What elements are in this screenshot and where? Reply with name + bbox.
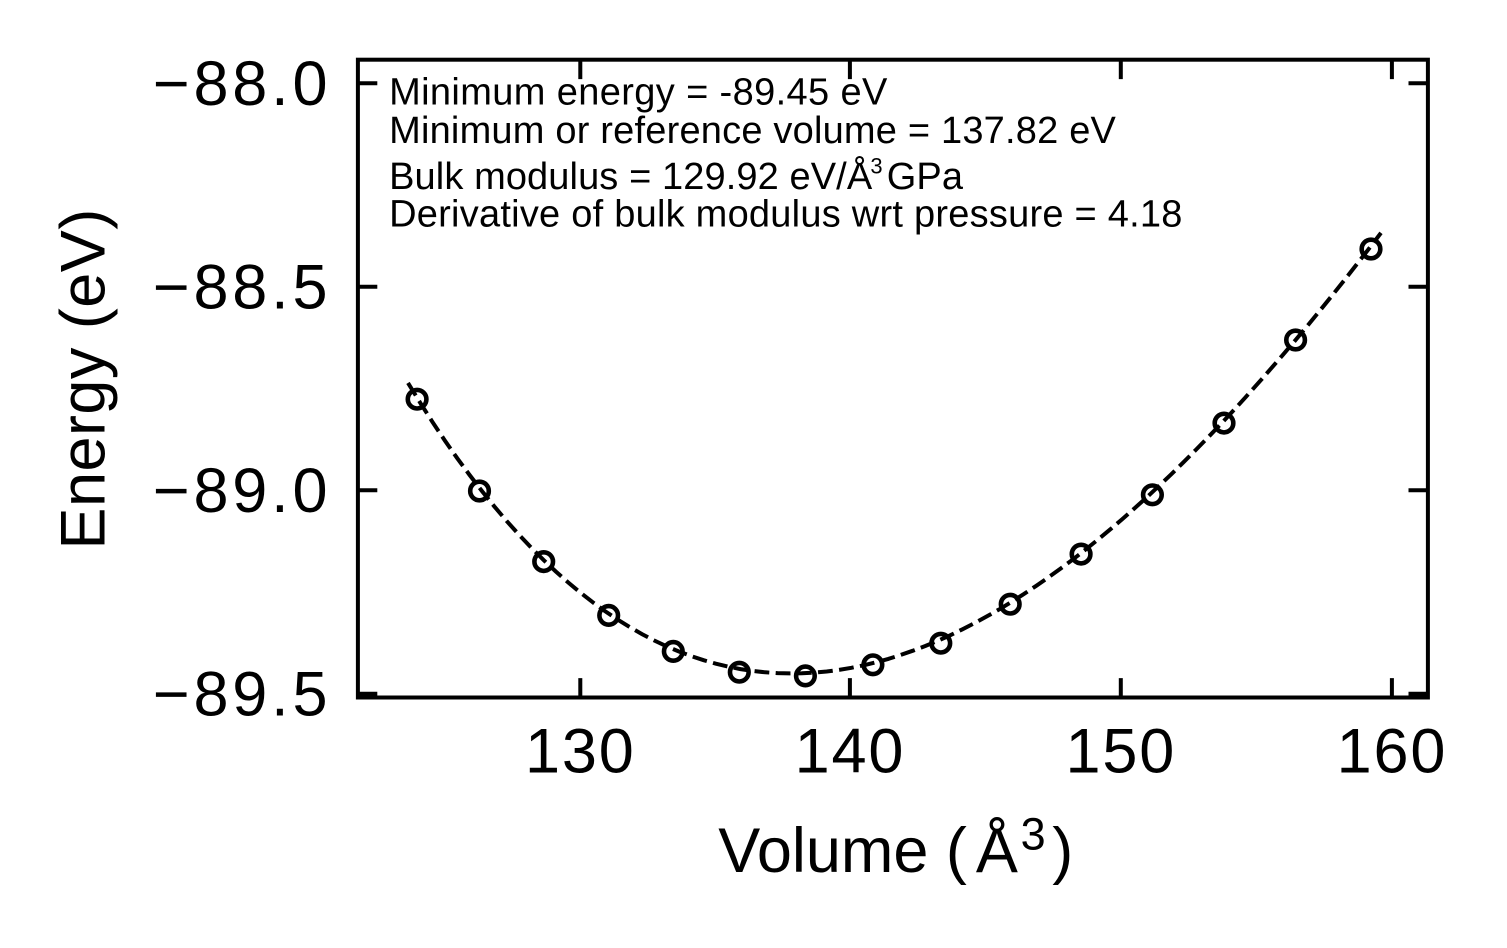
- svg-text:Derivative of bulk modulus wrt: Derivative of bulk modulus wrt pressure …: [389, 194, 1183, 236]
- svg-text:140: 140: [795, 717, 906, 787]
- svg-text:Minimum energy = -89.45 eV: Minimum energy = -89.45 eV: [389, 72, 888, 114]
- svg-text:160: 160: [1337, 717, 1448, 787]
- svg-text:150: 150: [1066, 717, 1177, 787]
- svg-text:Volume (Å3): Volume (Å3): [718, 809, 1073, 887]
- svg-text:Minimum or reference volume =: Minimum or reference volume = 137.82 eV: [389, 110, 1116, 152]
- svg-text:Energy (eV): Energy (eV): [49, 208, 119, 549]
- svg-text:−88.0: −88.0: [153, 49, 331, 119]
- svg-text:−89.0: −89.0: [153, 456, 331, 526]
- svg-text:−89.5: −89.5: [153, 660, 331, 730]
- svg-text:−88.5: −88.5: [153, 253, 331, 323]
- svg-text:130: 130: [525, 717, 636, 787]
